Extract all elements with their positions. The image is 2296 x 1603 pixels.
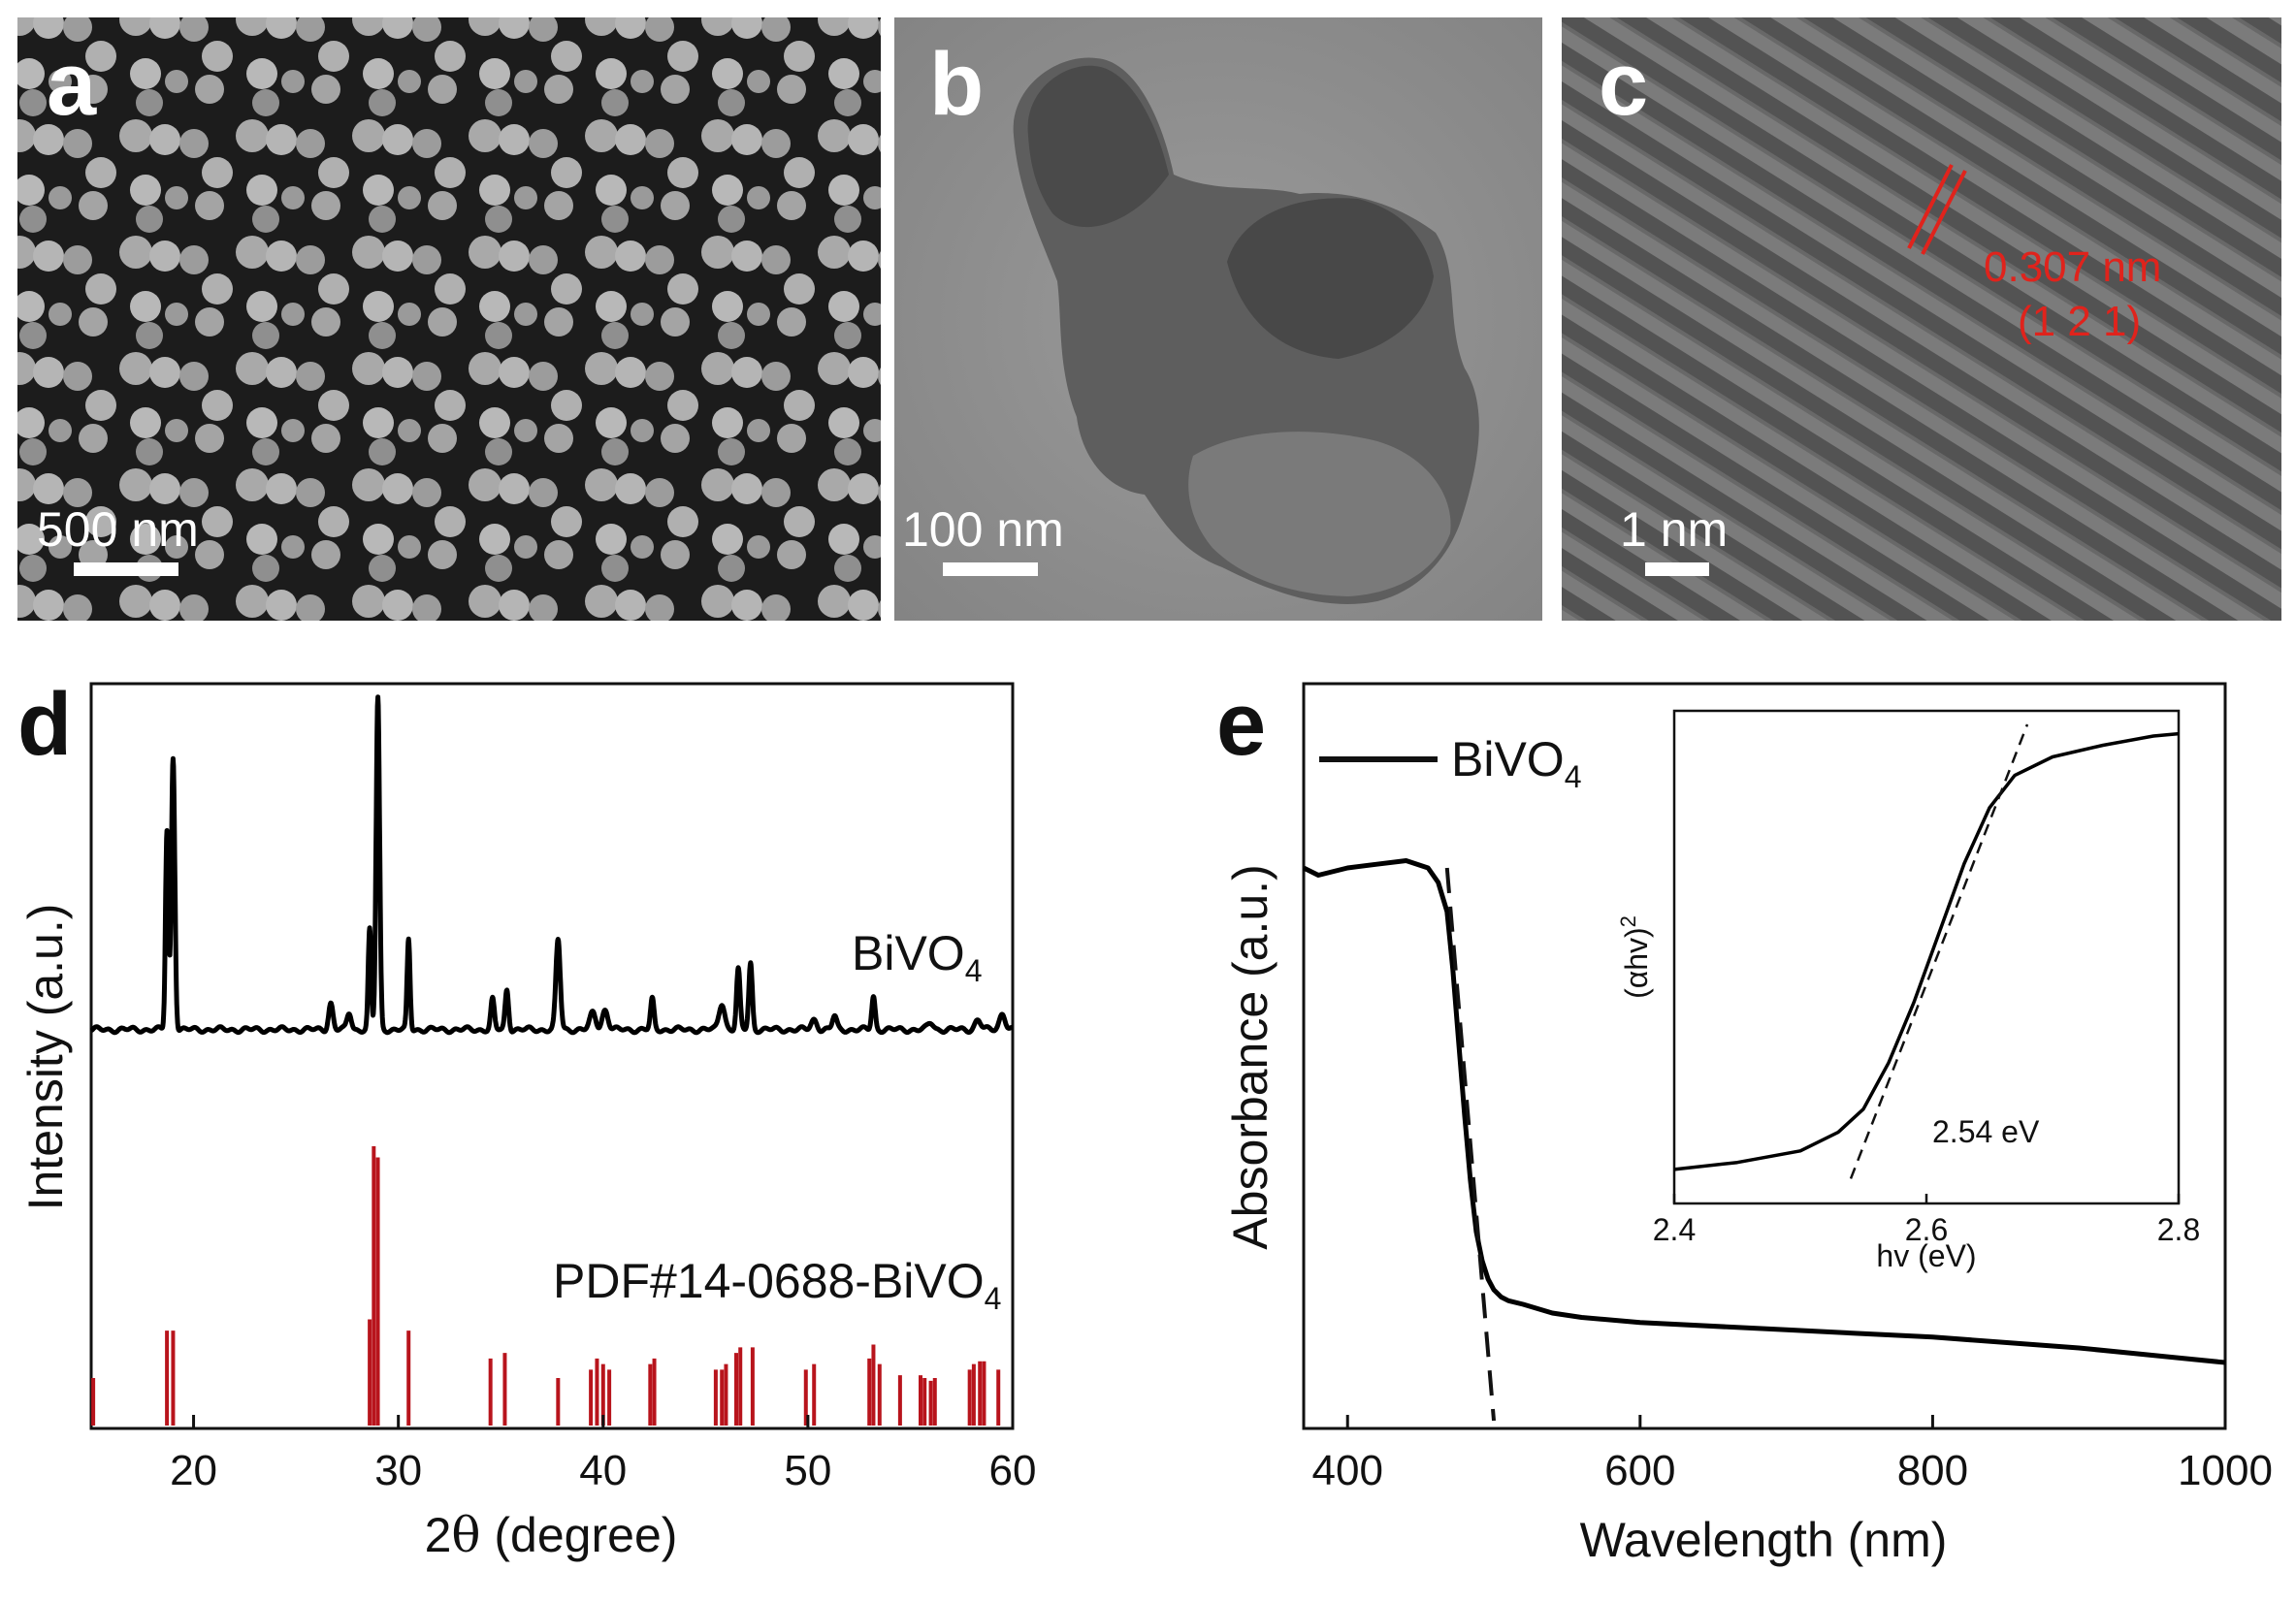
panel-label-a: a bbox=[47, 35, 97, 134]
inset-x-axis: 2.4 2.6 2.8 bbox=[1653, 1194, 2200, 1247]
inset-x-tick-label: 2.4 bbox=[1653, 1212, 1696, 1247]
scale-bar-b bbox=[943, 562, 1038, 576]
xrd-x-tick-label: 50 bbox=[784, 1447, 831, 1494]
inset-x-axis-label: hv (eV) bbox=[1876, 1238, 1976, 1273]
uv-series-group bbox=[1302, 858, 2226, 1422]
inset-y-axis-label: (αhv)2 bbox=[1616, 915, 1654, 999]
panel-label-e: e bbox=[1216, 675, 1266, 774]
panel-label-d: d bbox=[17, 675, 72, 774]
xrd-series-group bbox=[88, 694, 1016, 1036]
panel-a: a 500 nm bbox=[17, 17, 881, 621]
xrd-series-label: BiVO4 bbox=[852, 926, 983, 988]
d-spacing-label: 0.307 nm bbox=[1984, 243, 2161, 291]
panel-label-c: c bbox=[1599, 35, 1648, 134]
xrd-reference-label: PDF#14-0688-BiVO4 bbox=[553, 1254, 1001, 1316]
lattice-marker-1 bbox=[1907, 164, 1954, 249]
uv-x-tick-label: 400 bbox=[1312, 1447, 1383, 1494]
tem-particle-top bbox=[1027, 65, 1169, 228]
uv-x-tick-label: 800 bbox=[1897, 1447, 1968, 1494]
scale-bar-a bbox=[74, 562, 178, 576]
inset-frame bbox=[1672, 709, 2181, 1205]
uv-plot-frame bbox=[1302, 682, 2227, 1430]
xrd-x-tick-label: 20 bbox=[170, 1447, 217, 1494]
xrd-plot-frame bbox=[89, 682, 1015, 1430]
xrd-x-tick-label: 40 bbox=[579, 1447, 627, 1494]
xrd-x-tick-label: 60 bbox=[989, 1447, 1037, 1494]
uv-tangent-line bbox=[1444, 867, 1497, 1422]
inset-tauc-line bbox=[1673, 731, 2180, 1171]
uv-x-axis: 400 600 800 1000 bbox=[1312, 1415, 2273, 1494]
xrd-x-tick-label: 30 bbox=[374, 1447, 422, 1494]
panel-label-b: b bbox=[929, 35, 984, 134]
inset-tangent-line bbox=[1849, 723, 2029, 1179]
inset-x-tick-label: 2.6 bbox=[1905, 1212, 1948, 1247]
uv-x-tick-label: 1000 bbox=[2178, 1447, 2273, 1494]
inset-annotation: 2.54 eV bbox=[1932, 1114, 2040, 1149]
tauc-inset: 2.4 2.6 2.8 2.54 eV hv (eV) (αhv)2 bbox=[1616, 709, 2200, 1273]
scale-bar-label-c: 1 nm bbox=[1620, 502, 1728, 557]
plane-label: (1 2 1) bbox=[2018, 298, 2141, 345]
scale-bar-label-a: 500 nm bbox=[37, 502, 199, 557]
scale-bar-c bbox=[1645, 562, 1709, 576]
panel-e: e 400 600 800 1000 BiVO4 Absorbance (a.u.) … bbox=[1216, 675, 2273, 1567]
uv-absorbance-line bbox=[1302, 858, 2226, 1365]
inset-series-group bbox=[1673, 723, 2180, 1179]
uv-legend-label: BiVO4 bbox=[1451, 732, 1582, 794]
panel-b: b 100 nm bbox=[894, 17, 1542, 621]
uv-x-tick-label: 600 bbox=[1604, 1447, 1675, 1494]
panel-c: c 0.307 nm (1 2 1) 1 nm bbox=[1562, 17, 2281, 621]
scale-bar-label-b: 100 nm bbox=[902, 502, 1064, 557]
sem-image bbox=[17, 17, 881, 621]
inset-x-tick-label: 2.8 bbox=[2157, 1212, 2200, 1247]
xrd-reference-group bbox=[91, 1146, 1001, 1426]
xrd-y-axis-label: Intensity (a.u.) bbox=[18, 904, 73, 1211]
uv-x-axis-label: Wavelength (nm) bbox=[1580, 1513, 1948, 1567]
xrd-x-axis: 20 30 40 50 60 bbox=[170, 1415, 1036, 1494]
xrd-x-axis-label: 2θ (degree) bbox=[425, 1507, 678, 1563]
tem-particle-lower bbox=[1188, 432, 1451, 596]
uv-y-axis-label: Absorbance (a.u.) bbox=[1223, 864, 1277, 1249]
tem-particle-right bbox=[1227, 198, 1434, 359]
xrd-pattern-line bbox=[88, 694, 1016, 1036]
hrtem-image bbox=[1562, 17, 2281, 621]
lattice-marker-2 bbox=[1921, 170, 1967, 255]
panel-d: d 20 30 40 50 60 BiVO4 PDF#14-0688-BiVO4 Int… bbox=[17, 675, 1036, 1563]
